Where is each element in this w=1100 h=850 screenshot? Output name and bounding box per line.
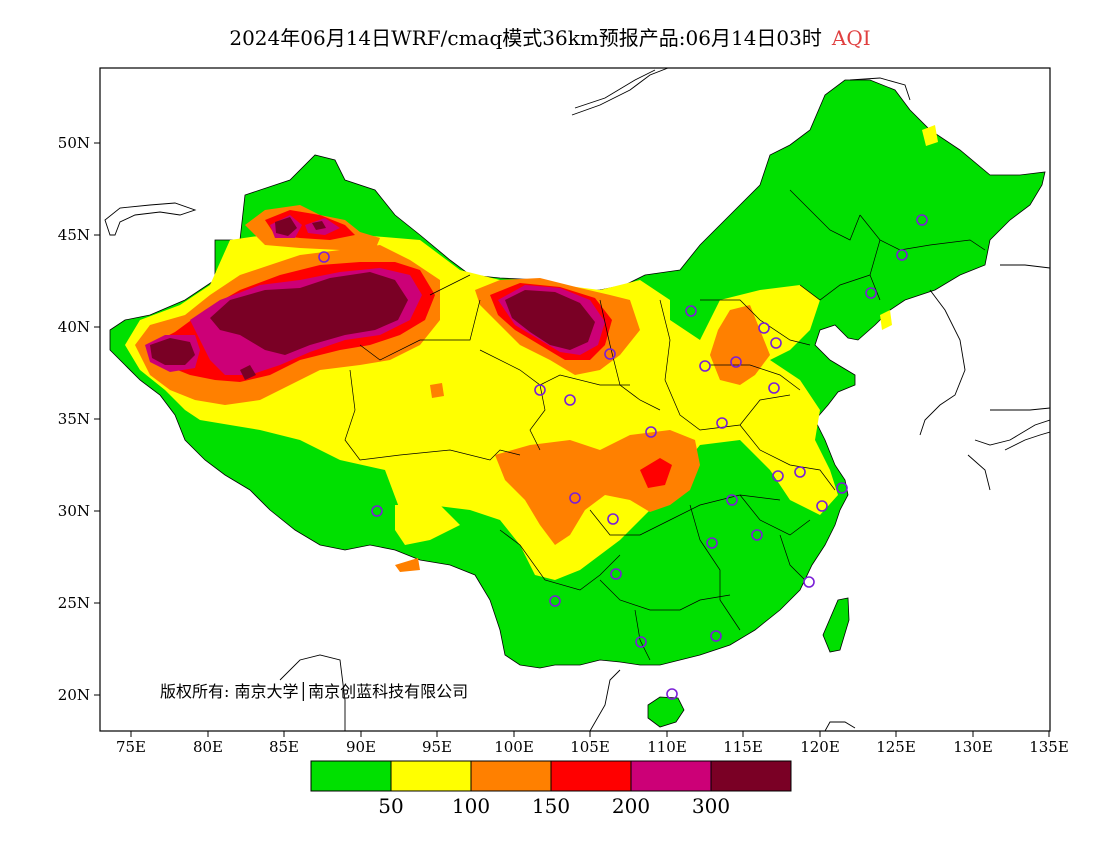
station-marker — [751, 529, 763, 541]
station-marker — [726, 494, 738, 506]
lon-tick: 115E — [723, 738, 763, 756]
title-variable: AQI — [831, 26, 871, 50]
station-marker — [865, 287, 877, 299]
aqi-area-hazardous-blob — [240, 365, 256, 380]
lon-tick: 135E — [1029, 738, 1069, 756]
lat-tick: 50N — [58, 134, 90, 152]
lon-tick: 100E — [494, 738, 534, 756]
lat-tick: 20N — [58, 686, 90, 704]
legend-swatch — [551, 761, 631, 791]
station-marker — [794, 466, 806, 478]
station-marker — [758, 322, 770, 334]
lat-axis: 50N 45N 40N 35N 30N 25N 20N — [58, 134, 100, 704]
station-marker — [635, 636, 647, 648]
station-marker — [564, 394, 576, 406]
legend-label: 100 — [452, 794, 490, 818]
station-marker — [604, 348, 616, 360]
station-marker — [645, 426, 657, 438]
lon-tick: 120E — [800, 738, 840, 756]
aqi-area-hazardous-tarim — [210, 272, 408, 355]
aqi-area-hazardous-mongolia — [505, 290, 595, 350]
map-title: 2024年06月14日WRF/cmaq模式36km预报产品:06月14日03时 A… — [0, 22, 1100, 51]
aqi-area-hazardous-west — [150, 338, 195, 365]
lon-tick: 105E — [570, 738, 610, 756]
lon-tick: 75E — [116, 738, 146, 756]
station-marker — [836, 482, 848, 494]
lon-tick: 85E — [269, 738, 299, 756]
station-marker — [607, 513, 619, 525]
aqi-area-moderate-northeast — [880, 310, 892, 330]
lon-tick: 90E — [346, 738, 376, 756]
title-main: 2024年06月14日WRF/cmaq模式36km预报产品:06月14日03时 — [229, 26, 822, 50]
station-marker — [569, 492, 581, 504]
province-boundaries — [344, 189, 986, 661]
lon-axis: 75E 80E 85E 90E 95E 100E 105E 110E 115E … — [116, 731, 1069, 756]
station-marker — [716, 417, 728, 429]
lat-tick: 30N — [58, 502, 90, 520]
station-marker — [549, 595, 561, 607]
lon-tick: 80E — [193, 738, 223, 756]
station-marker — [699, 360, 711, 372]
station-marker — [772, 470, 784, 482]
coastlines — [104, 68, 1050, 731]
lon-tick: 125E — [876, 738, 916, 756]
map-frame — [99, 67, 1051, 732]
station-marker — [371, 505, 383, 517]
taiwan-island — [822, 597, 850, 653]
station-marker — [610, 568, 622, 580]
legend-swatch — [711, 761, 791, 791]
aqi-area-unhealthy-central — [640, 458, 672, 488]
station-marker — [706, 537, 718, 549]
aqi-area-usg-blob2 — [395, 558, 420, 572]
legend-swatch — [471, 761, 551, 791]
aqi-area-usg-blob1 — [430, 383, 444, 398]
station-marker — [803, 576, 815, 588]
map-panel: 版权所有: 南京大学│南京创蓝科技有限公司 — [100, 68, 1050, 731]
legend-swatch — [311, 761, 391, 791]
lat-tick: 25N — [58, 594, 90, 612]
legend-label: 300 — [692, 794, 730, 818]
lon-tick: 95E — [422, 738, 452, 756]
lon-tick: 110E — [647, 738, 687, 756]
station-marker — [685, 305, 697, 317]
lat-tick: 35N — [58, 410, 90, 428]
color-legend: 50 100 150 200 300 — [310, 760, 792, 818]
hainan-island — [647, 696, 685, 728]
lon-tick: 130E — [953, 738, 993, 756]
lat-tick: 40N — [58, 318, 90, 336]
legend-swatch — [631, 761, 711, 791]
station-marker — [710, 630, 722, 642]
lat-tick: 45N — [58, 226, 90, 244]
station-marker — [534, 384, 546, 396]
legend-label: 50 — [378, 794, 403, 818]
station-markers — [318, 214, 928, 700]
station-marker — [318, 251, 330, 263]
aqi-area-moderate-heilongjiang — [922, 125, 938, 146]
aqi-area-hazardous-north2 — [312, 221, 326, 230]
copyright-text: 版权所有: 南京大学│南京创蓝科技有限公司 — [160, 681, 468, 701]
station-marker — [768, 382, 780, 394]
station-marker — [730, 356, 742, 368]
station-marker — [896, 249, 908, 261]
station-marker — [816, 500, 828, 512]
station-marker — [916, 214, 928, 226]
aqi-area-hazardous-north — [275, 217, 297, 236]
aqi-area-usg-central — [495, 430, 700, 545]
legend-label: 200 — [612, 794, 650, 818]
station-marker — [770, 337, 782, 349]
legend-label: 150 — [532, 794, 570, 818]
aqi-area-moderate-south — [395, 505, 460, 545]
legend-swatch — [391, 761, 471, 791]
station-marker — [666, 688, 678, 700]
